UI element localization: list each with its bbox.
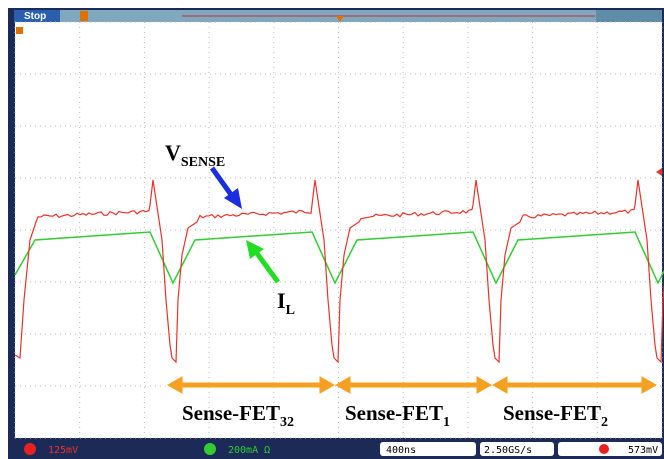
phase-main: Sense-FET bbox=[345, 401, 443, 425]
phase-main: Sense-FET bbox=[503, 401, 601, 425]
sample-rate: 2.50GS/s bbox=[484, 445, 532, 456]
timebase: 400ns bbox=[386, 445, 416, 456]
trigger-level: 573mV bbox=[628, 445, 658, 456]
ch3-scale: 200mA Ω bbox=[228, 445, 270, 456]
phase-sub: 2 bbox=[601, 415, 608, 430]
vsense-sub: SENSE bbox=[181, 155, 225, 170]
ch1-marker bbox=[16, 27, 23, 34]
trigger-badge bbox=[599, 444, 609, 454]
il-sub: L bbox=[286, 303, 295, 318]
ch1-scale: 125mV bbox=[48, 445, 78, 456]
phase-sub: 1 bbox=[443, 415, 450, 430]
vsense-main: V bbox=[165, 140, 181, 165]
marker bbox=[80, 11, 88, 21]
status: Stop bbox=[24, 11, 46, 22]
il-main: I bbox=[277, 288, 286, 313]
ch1-badge bbox=[24, 443, 36, 455]
phase-sub: 32 bbox=[280, 415, 294, 430]
bottom-bar: 125mV 200mA Ω 400ns 2.50GS/s 573mV bbox=[14, 441, 662, 457]
top-bar-right bbox=[596, 10, 662, 22]
plot-area bbox=[15, 22, 662, 438]
phase-main: Sense-FET bbox=[182, 401, 280, 425]
oscilloscope-screen: Stop VSENSE IL Sense-FET32 Sense-FET1 Se… bbox=[0, 0, 664, 459]
ch3-badge bbox=[204, 443, 216, 455]
